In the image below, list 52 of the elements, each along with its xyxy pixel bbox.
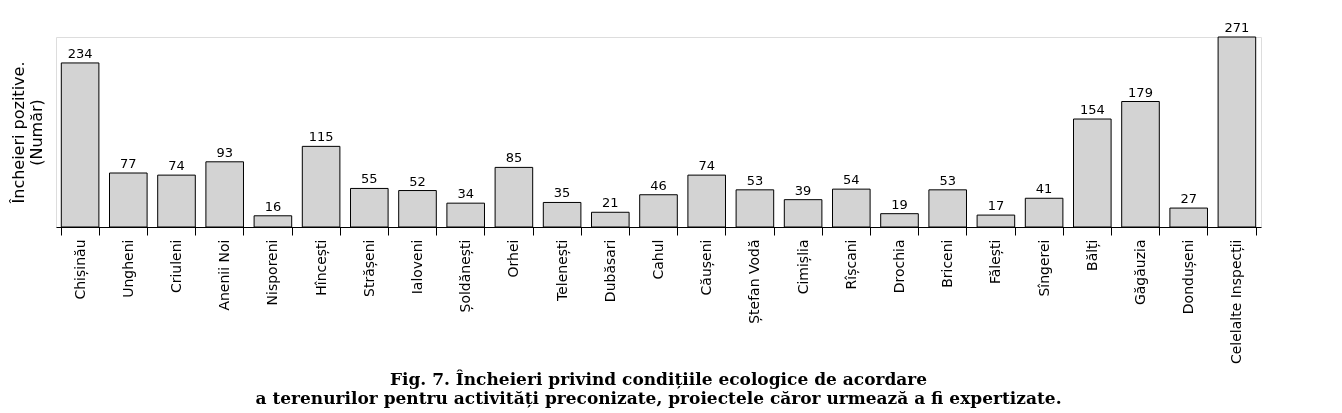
data-label: 53	[746, 172, 764, 188]
data-label: 115	[308, 129, 334, 145]
data-label: 52	[409, 173, 426, 189]
x-tick-label: Strășeni	[360, 239, 378, 297]
data-label: 77	[120, 156, 137, 172]
y-axis-title: Încheieri pozitive. (Număr)	[8, 61, 46, 205]
data-label: 54	[843, 172, 860, 188]
x-tick-label: Chișinău	[71, 239, 89, 300]
x-tick-label: Hîncești	[312, 239, 330, 296]
data-label: 17	[987, 198, 1005, 214]
data-label: 16	[264, 198, 282, 214]
data-label: 27	[1180, 191, 1197, 207]
data-label: 19	[891, 196, 908, 212]
x-tick-label: Șoldănești	[457, 239, 475, 313]
x-tick-label: Bălți	[1083, 239, 1101, 271]
x-tick-label: Rîșcani	[842, 239, 860, 290]
data-label: 234	[67, 45, 93, 61]
data-label: 35	[553, 185, 571, 201]
text: Fig. 7. Încheieri privind condițiile ecologice de acordare a terenurilor pentru activități preconizate, proiectele căror urmează a fi expertizate.	[255, 368, 1062, 408]
x-tick-label: Anenii Noi	[216, 239, 233, 311]
data-label: 34	[457, 186, 474, 202]
x-tick-label: Fălești	[987, 239, 1005, 285]
x-tick-label: Telenești	[553, 239, 571, 302]
data-label: 74	[168, 158, 185, 174]
x-tick-label: Orhei	[505, 239, 522, 278]
x-tick-label: Drochia	[891, 239, 907, 294]
x-tick-label: Cahul	[650, 239, 666, 280]
x-tick-label: Briceni	[939, 239, 956, 288]
data-label: 55	[361, 171, 378, 187]
data-label: 41	[1035, 181, 1053, 197]
data-label: 154	[1079, 102, 1105, 118]
x-tick-label: Găgăuzia	[1132, 239, 1148, 306]
x-tick-label: Sîngerei	[1035, 239, 1052, 297]
x-tick-label: Dondușeni	[1180, 239, 1198, 315]
data-label: 39	[794, 182, 812, 198]
data-label: 179	[1128, 84, 1153, 100]
data-label: 46	[650, 177, 667, 193]
x-tick-label: Cimișlia	[794, 239, 812, 295]
x-tick-label: Nisporeni	[264, 239, 281, 306]
data-label: 271	[1224, 20, 1250, 35]
x-tick-label: Criuleni	[168, 239, 184, 294]
data-label: 93	[216, 144, 233, 160]
data-label: 85	[505, 150, 523, 166]
x-tick-label: Ialoveni	[409, 239, 425, 295]
x-tick-label: Ungheni	[119, 239, 136, 298]
data-label: 21	[602, 195, 619, 211]
data-label: 74	[698, 158, 715, 174]
data-label: 53	[939, 172, 956, 188]
x-tick-label: Ștefan Vodă	[746, 239, 764, 324]
x-tick-label: Căușeni	[698, 239, 716, 296]
x-tick-label: Celelalte Inspecții	[1228, 239, 1246, 365]
x-tick-label: Dubăsari	[601, 239, 618, 303]
